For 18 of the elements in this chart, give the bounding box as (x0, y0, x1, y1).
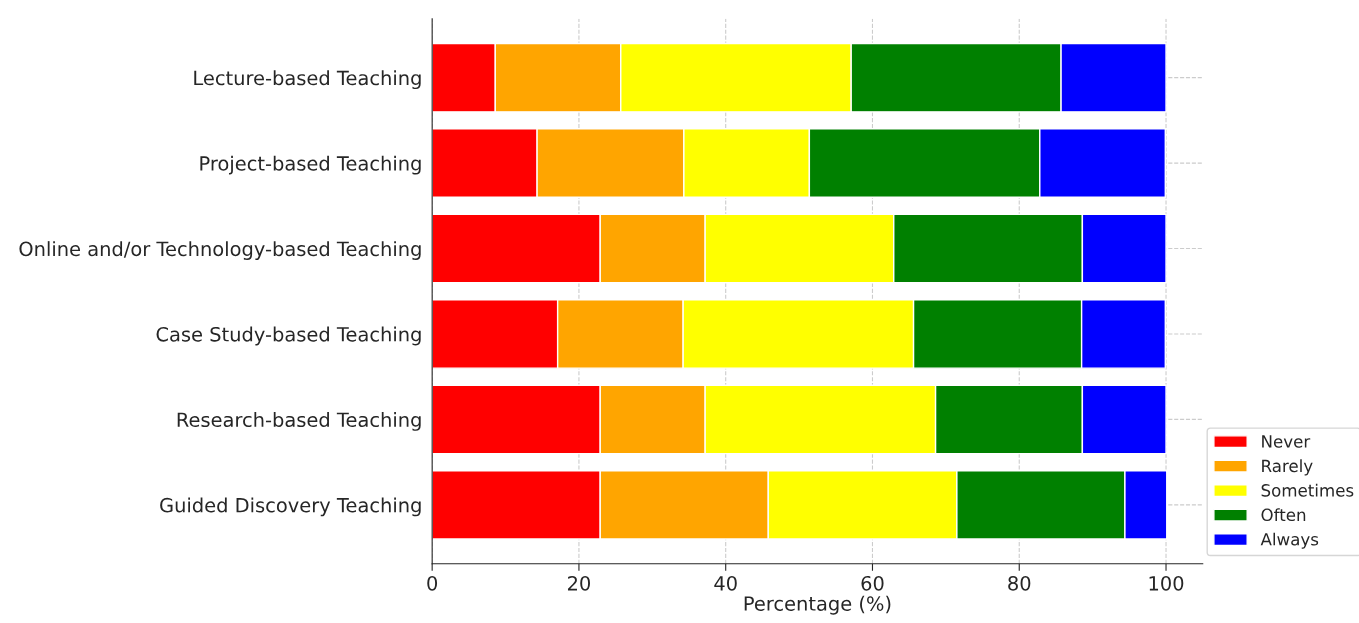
y-tick-label: Research-based Teaching (177, 412, 421, 431)
y-tick-label: Case Study-based Teaching (156, 326, 421, 346)
x-tick-label: 40 (714, 575, 737, 591)
legend-label: Always (1260, 532, 1319, 549)
x-tick-label: 0 (427, 575, 438, 591)
legend-label: Sometimes (1261, 483, 1354, 497)
y-tick-label: Project-based Teaching (200, 155, 421, 175)
x-tick-label: 60 (861, 575, 884, 591)
x-tick-label: 20 (567, 575, 591, 591)
legend-label: Never (1262, 435, 1311, 448)
x-tick-label: 100 (1149, 575, 1184, 591)
x-tick-label: 80 (1008, 575, 1031, 591)
y-tick-label: Lecture-based Teaching (194, 70, 421, 90)
legend-label: Often (1261, 508, 1306, 522)
y-tick-label: Online and/or Technology-based Teaching (19, 241, 421, 260)
legend-label: Rarely (1262, 459, 1313, 476)
x-axis-title: Percentage (%) (744, 595, 891, 615)
y-tick-label: Guided Discovery Teaching (160, 497, 421, 517)
